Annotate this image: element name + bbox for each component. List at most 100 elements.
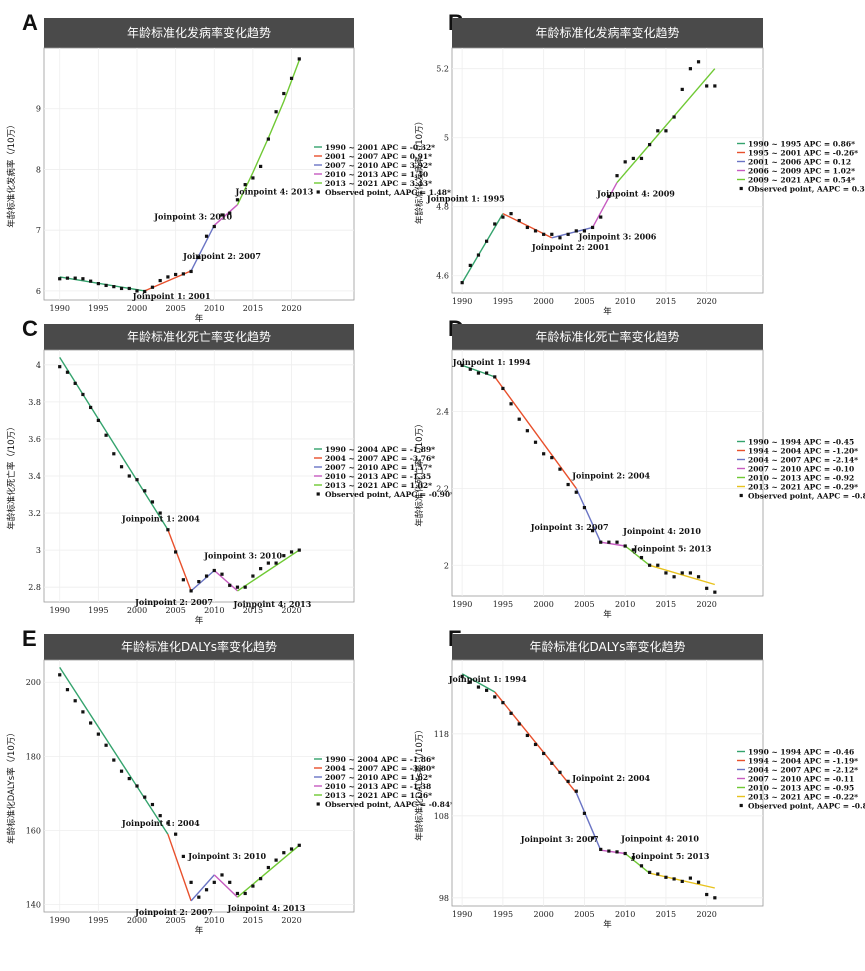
- joinpoint-label: Joinpoint 2: 2004: [571, 773, 650, 783]
- observed-point: [558, 770, 562, 774]
- x-axis-title: 年: [195, 313, 204, 324]
- observed-point: [599, 540, 603, 544]
- observed-point: [96, 418, 100, 423]
- observed-point: [166, 528, 170, 532]
- observed-point: [212, 224, 216, 229]
- observed-point: [135, 289, 139, 293]
- observed-point: [220, 572, 224, 576]
- x-tick-label: 2010: [204, 916, 224, 925]
- legend-item: 2004 ~ 2007 APC = -3.76*: [325, 454, 435, 463]
- x-tick-label: 1990: [50, 916, 70, 925]
- observed-point: [204, 574, 209, 578]
- observed-point: [150, 802, 155, 807]
- observed-point: [648, 143, 652, 147]
- x-tick-label: 2020: [281, 304, 301, 313]
- observed-point: [533, 440, 538, 444]
- trend-segment-1: [461, 673, 496, 693]
- observed-point: [517, 722, 521, 726]
- plot-frame: [451, 659, 764, 907]
- legend-observed: Observed point, AAPC = 1.48*: [325, 188, 451, 197]
- observed-point: [259, 877, 263, 881]
- legend-item: 2013 ~ 2021 APC = 3.43*: [325, 179, 432, 188]
- trend-segment-2: [494, 376, 577, 489]
- observed-point: [476, 371, 481, 375]
- observed-point: [235, 585, 240, 589]
- legend-observed: Observed point, AAPC = -0.84*: [748, 491, 865, 500]
- observed-point: [542, 452, 546, 456]
- observed-point: [680, 879, 684, 883]
- joinpoint-label: Joinpoint 1: 1994: [448, 674, 527, 684]
- title-bar: [452, 634, 763, 660]
- chart-title: 年龄标准化发病率变化趋势: [127, 25, 271, 40]
- trend-segment-5: [624, 545, 651, 566]
- x-tick-label: 2020: [281, 916, 301, 925]
- joinpoint-label: Joinpoint 2: 2007: [134, 907, 213, 917]
- observed-point: [58, 277, 62, 281]
- x-tick-label: 2005: [574, 910, 594, 919]
- observed-point: [542, 751, 546, 756]
- x-tick-label: 1995: [493, 297, 513, 306]
- observed-point: [65, 276, 70, 280]
- x-tick-label: 1995: [493, 600, 513, 609]
- trend-segment-1: [461, 364, 496, 378]
- observed-point: [607, 194, 611, 198]
- observed-point: [615, 540, 619, 544]
- observed-point: [197, 895, 201, 899]
- legend-item: 2004 ~ 2007 APC = -3.80*: [325, 764, 435, 773]
- legend-point-swatch: [316, 190, 320, 194]
- x-tick-label: 2005: [574, 297, 594, 306]
- observed-point: [96, 732, 100, 736]
- joinpoint-label: Joinpoint 3: 2010: [187, 851, 266, 861]
- x-tick-label: 2015: [243, 304, 263, 313]
- observed-point: [468, 263, 472, 267]
- observed-point: [460, 674, 464, 678]
- observed-point: [631, 156, 635, 161]
- observed-point: [127, 776, 131, 781]
- plot-frame: [43, 349, 355, 603]
- observed-point: [228, 880, 232, 884]
- x-tick-label: 1990: [452, 910, 472, 919]
- joinpoint-label: Joinpoint 1: 2004: [121, 818, 200, 828]
- observed-point: [204, 234, 209, 238]
- observed-point: [104, 283, 108, 288]
- observed-point: [648, 870, 652, 874]
- x-tick-label: 2020: [281, 606, 301, 615]
- observed-point: [197, 255, 201, 260]
- legend-item: 1990 ~ 2004 APC = -1.86*: [325, 755, 435, 764]
- observed-point: [189, 269, 193, 274]
- trend-segment-1: [59, 276, 145, 292]
- trend-segment-2: [167, 529, 192, 592]
- observed-point: [259, 567, 263, 571]
- x-tick-label: 2000: [533, 600, 553, 609]
- observed-point: [696, 60, 701, 64]
- x-axis-title: 年: [195, 615, 204, 626]
- y-axis-title: 年龄标准化发病率（/10万）: [6, 120, 17, 227]
- y-tick-label: 118: [434, 730, 449, 739]
- observed-point: [493, 695, 497, 699]
- observed-point: [607, 849, 611, 853]
- observed-point: [228, 211, 232, 215]
- observed-point: [460, 363, 464, 367]
- observed-point: [220, 873, 224, 877]
- observed-point: [672, 877, 676, 881]
- trend-segment-1: [461, 213, 504, 283]
- observed-point: [599, 847, 603, 852]
- observed-point: [96, 282, 100, 286]
- chart-title: 年龄标准化死亡率变化趋势: [127, 329, 271, 344]
- observed-point: [517, 218, 521, 223]
- chart-title: 年龄标准化发病率变化趋势: [535, 25, 679, 40]
- observed-point: [485, 239, 489, 243]
- x-tick-label: 2005: [165, 304, 185, 313]
- joinpoint-label: Joinpoint 1: 1994: [452, 357, 531, 367]
- joinpoint-label: Joinpoint 4: 2010: [620, 834, 699, 844]
- joinpoint-label: Joinpoint 3: 2010: [153, 211, 232, 221]
- y-tick-label: 3.2: [28, 509, 41, 518]
- observed-point: [566, 779, 570, 783]
- joinpoint-label: Joinpoint 2: 2007: [134, 597, 213, 607]
- legend-item: 2013 ~ 2021 APC = 1.02*: [325, 481, 432, 490]
- legend-item: 1990 ~ 2001 APC = -0.32*: [325, 143, 435, 152]
- legend-point-swatch: [739, 493, 743, 498]
- y-tick-label: 9: [36, 105, 41, 114]
